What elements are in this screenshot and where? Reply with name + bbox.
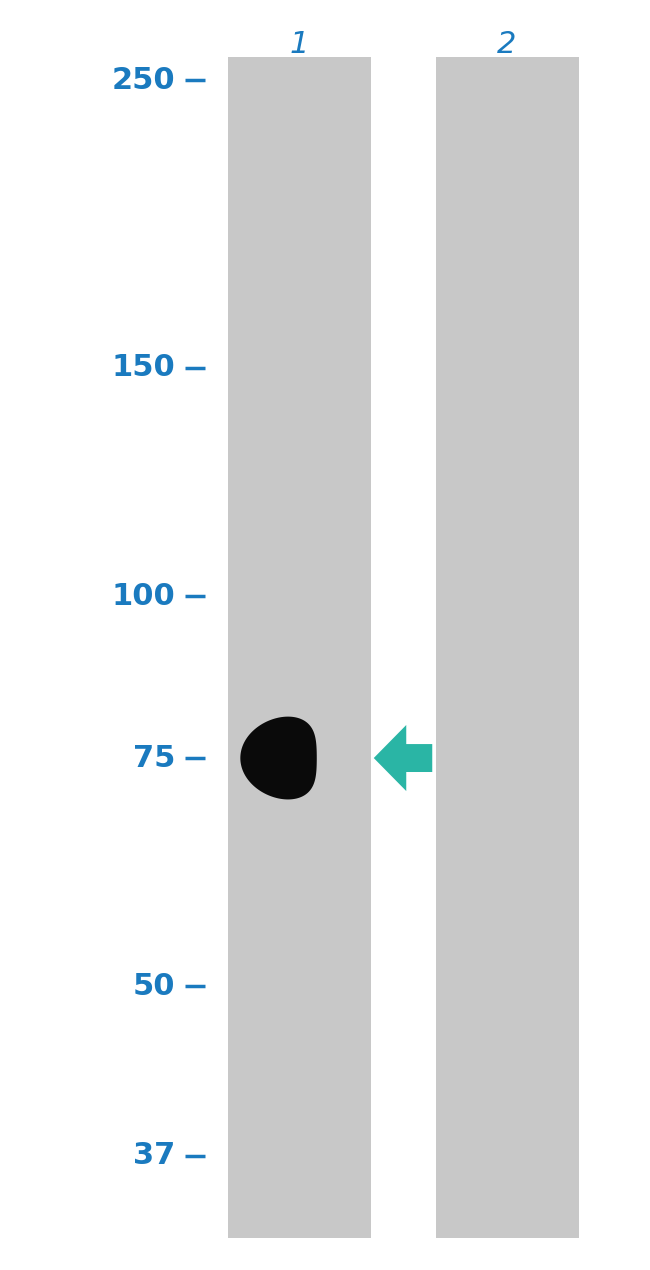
FancyArrow shape: [374, 725, 432, 791]
Bar: [436, 57, 578, 1238]
Text: 75: 75: [133, 743, 176, 772]
Text: 150: 150: [112, 353, 176, 382]
Text: 250: 250: [112, 66, 176, 95]
Bar: [227, 57, 370, 1238]
Text: 2: 2: [497, 30, 517, 58]
Text: 100: 100: [112, 582, 176, 611]
Text: 50: 50: [133, 972, 176, 1001]
Polygon shape: [240, 716, 317, 799]
Text: 1: 1: [289, 30, 309, 58]
Text: 37: 37: [133, 1142, 176, 1170]
